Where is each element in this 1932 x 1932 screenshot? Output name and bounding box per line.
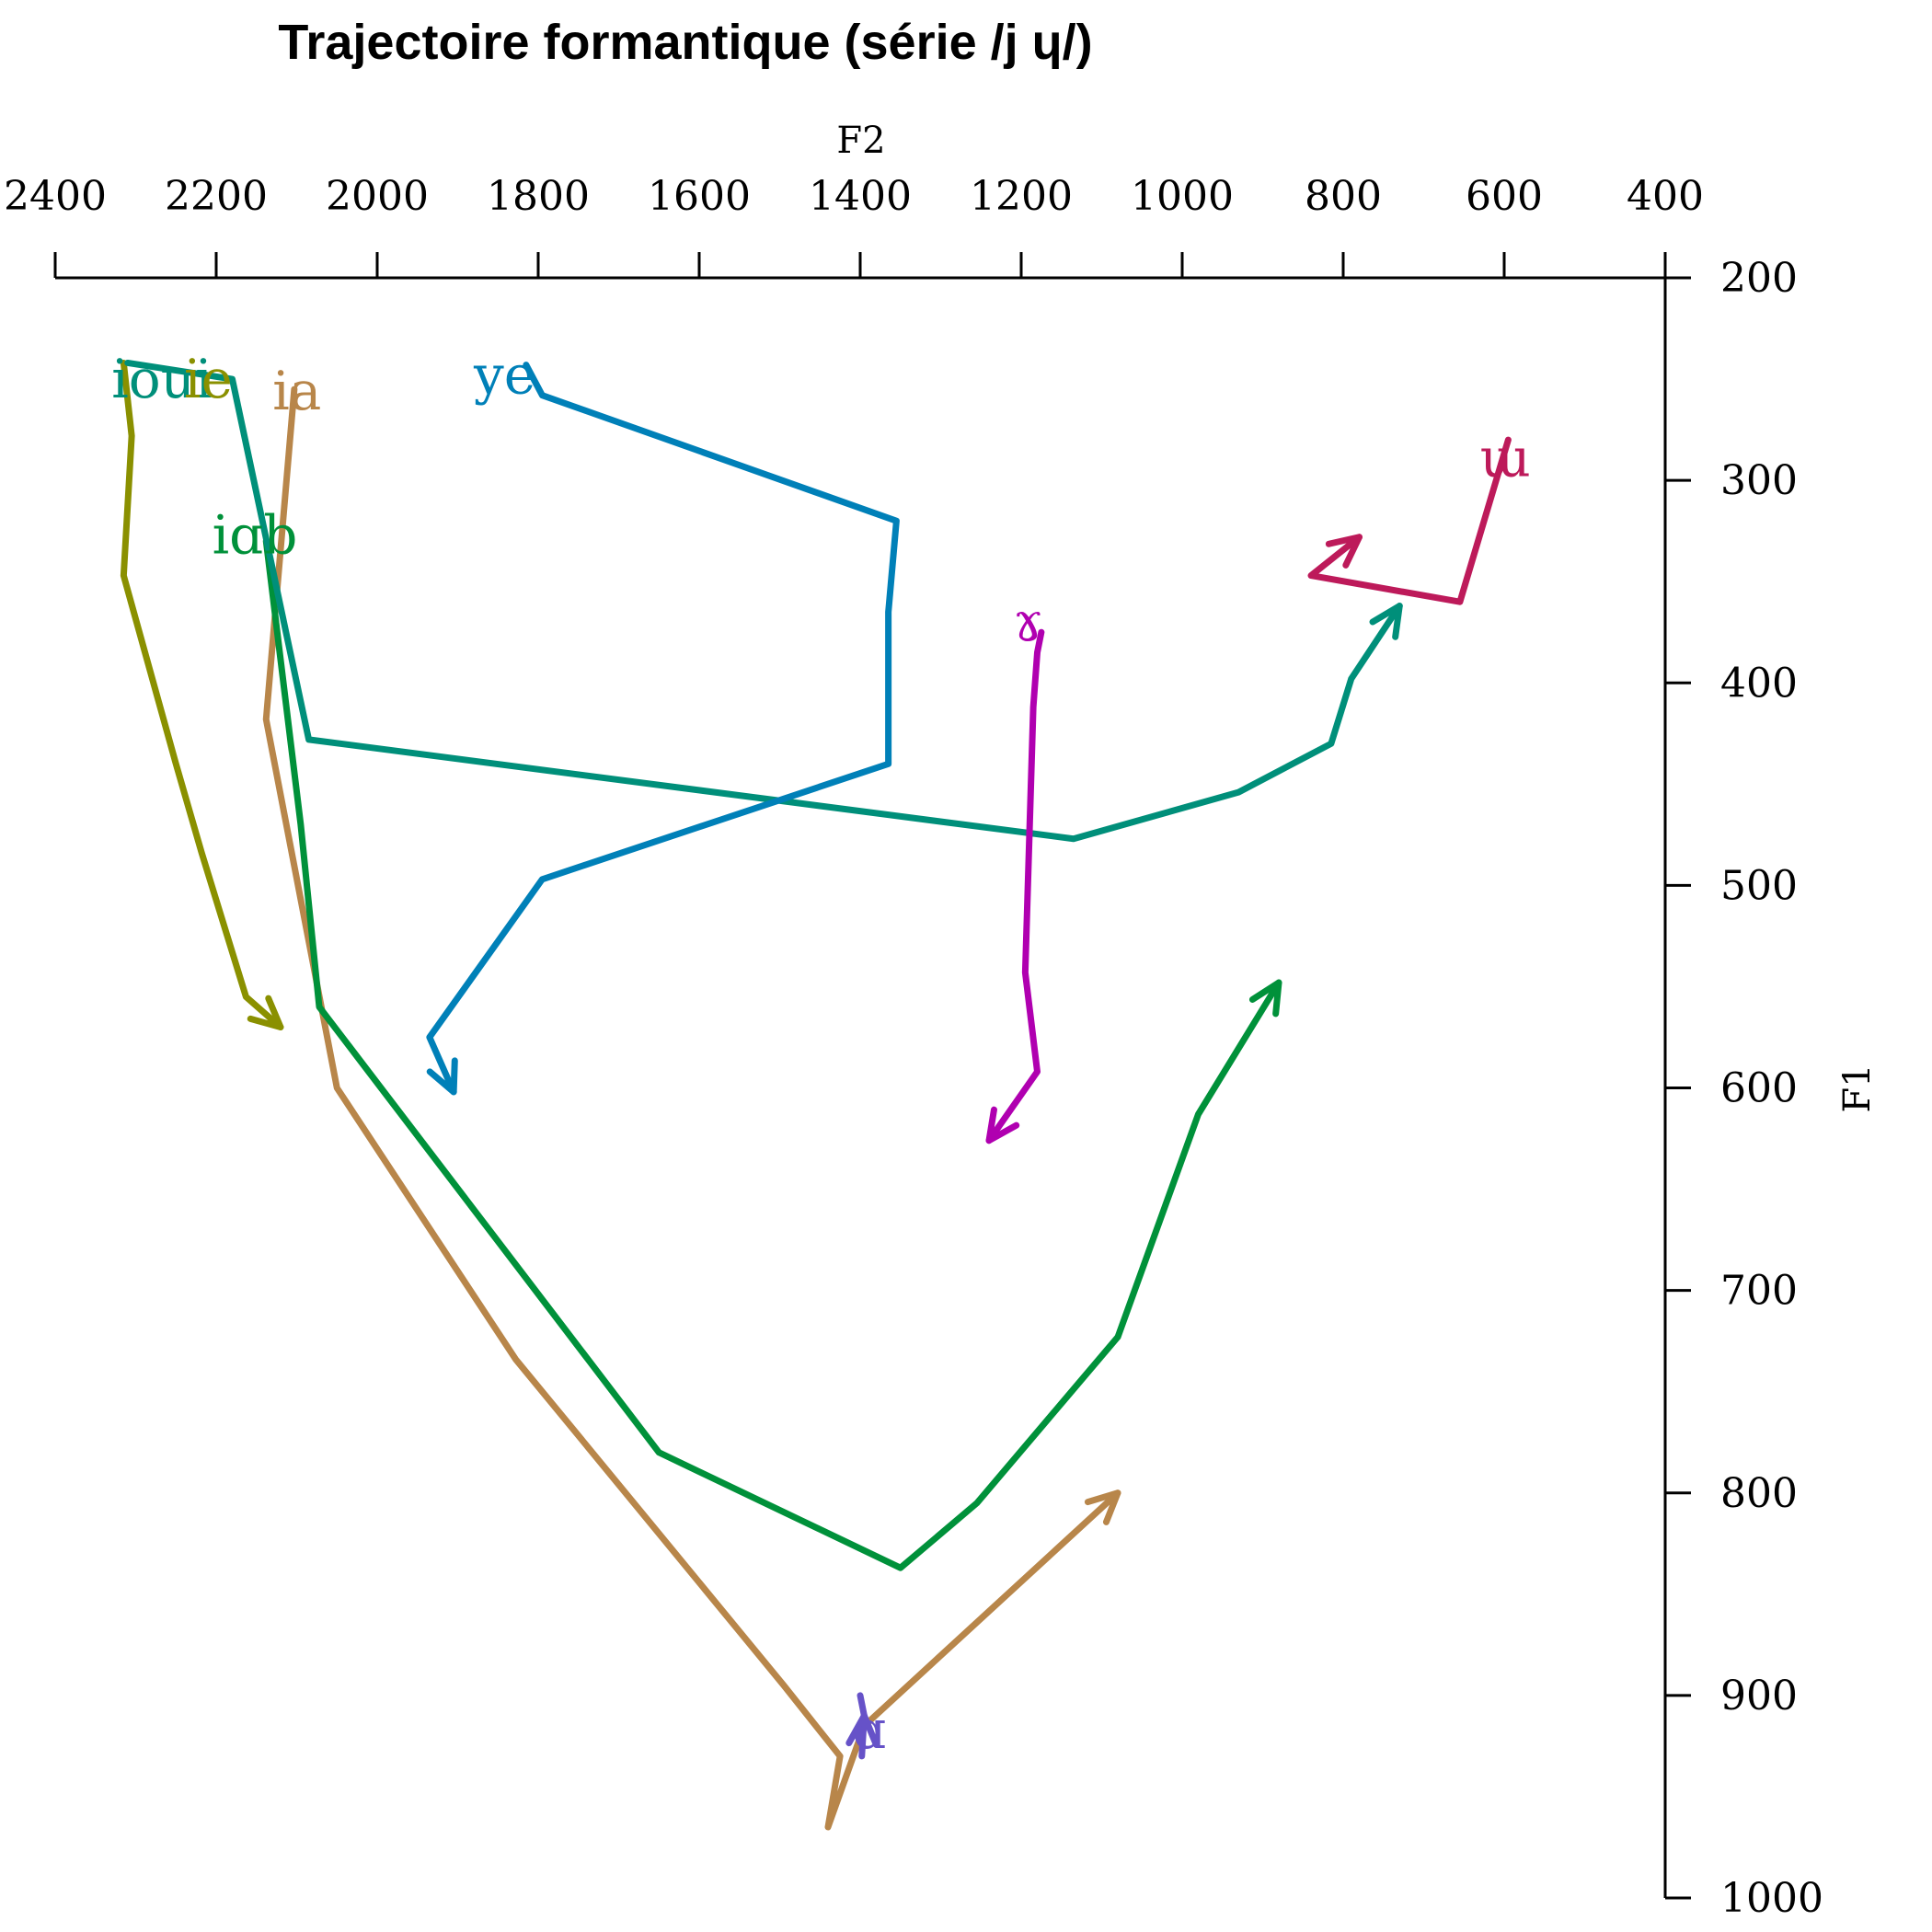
x-tick-label: 1200 <box>970 173 1073 220</box>
series-ie <box>120 359 284 1030</box>
trajectory-line <box>1307 436 1512 605</box>
series-label: ye <box>473 343 535 406</box>
y-tick-label: 400 <box>1720 660 1798 707</box>
trajectory-arrowhead <box>1369 603 1403 640</box>
trajectory-line <box>262 537 1282 1571</box>
series-label: ɯ <box>1480 427 1531 489</box>
x-axis: 2400 2200 2000 1800 1600 1400 1200 1000 800 600 40… <box>4 173 1704 280</box>
trajectory-arrowhead <box>1084 1489 1121 1525</box>
trajectory-line <box>426 362 900 1096</box>
x-tick-label: 400 <box>1627 173 1704 220</box>
x-tick-label: 1600 <box>648 173 751 220</box>
series-layer <box>120 359 1512 1831</box>
trajectory-arrowhead <box>1248 979 1282 1018</box>
trajectory-arrowhead <box>1325 534 1363 569</box>
series-label: ɤ <box>1013 591 1043 653</box>
y-tick-label: 700 <box>1720 1268 1798 1315</box>
y-tick-label: 200 <box>1720 255 1798 302</box>
series-ioui <box>124 359 1403 843</box>
x-tick-label: 1400 <box>809 173 912 220</box>
y-tick-label: 500 <box>1720 862 1798 909</box>
x-tick-label: 800 <box>1305 173 1382 220</box>
trajectory-line <box>120 359 284 1030</box>
y-tick-label: 300 <box>1720 457 1798 504</box>
series-ɯ <box>1307 436 1512 605</box>
y-tick-label: 600 <box>1720 1065 1798 1112</box>
trajectory-line <box>262 385 1121 1831</box>
y-tick-label: 800 <box>1720 1470 1798 1517</box>
series-ye <box>426 362 900 1096</box>
series-ɤ <box>985 628 1045 1144</box>
trajectory-line <box>985 628 1045 1144</box>
trajectory-arrowhead <box>985 1106 1020 1144</box>
series-label: ia <box>272 360 321 422</box>
y-axis-title: F1 <box>1836 1064 1879 1112</box>
trajectory-arrowhead <box>426 1057 458 1096</box>
chart-title: Trajectoire formantique (série /j ɥ/) <box>278 15 1092 70</box>
series-ɑ <box>845 1692 880 1760</box>
x-tick-label: 2000 <box>326 173 429 220</box>
x-tick-label: 2200 <box>165 173 268 220</box>
x-axis-title: F2 <box>836 120 885 162</box>
y-axis: 200 300 400 500 600 700 800 900 1000 <box>1663 255 1823 1922</box>
trajectory-line <box>857 1692 868 1760</box>
y-tick-label: 900 <box>1720 1673 1798 1719</box>
series-label: ɑ <box>852 1698 886 1761</box>
series-ia <box>262 385 1121 1831</box>
y-tick-label: 1000 <box>1720 1875 1823 1922</box>
x-tick-label: 2400 <box>4 173 107 220</box>
trajectory-arrowhead <box>247 995 284 1030</box>
x-tick-label: 600 <box>1466 173 1543 220</box>
x-tick-label: 1800 <box>487 173 590 220</box>
trajectory-line <box>124 359 1403 843</box>
series-label: ie <box>184 348 233 410</box>
series-label: iɑb <box>213 503 298 566</box>
series-label: ioui <box>111 348 212 410</box>
trajectory-arrowhead <box>845 1712 880 1748</box>
series-iɑb <box>262 537 1282 1571</box>
x-tick-label: 1000 <box>1131 173 1234 220</box>
